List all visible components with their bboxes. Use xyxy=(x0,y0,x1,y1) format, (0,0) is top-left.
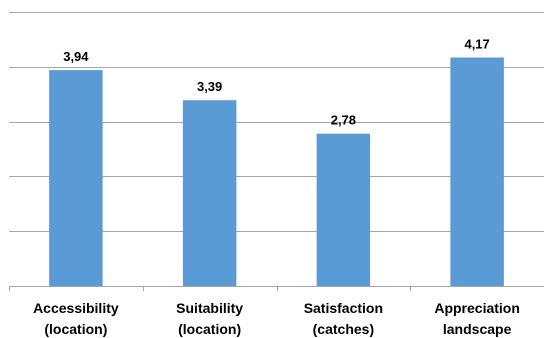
category-labels: Accessibility (location) Suitability (locat… xyxy=(33,300,520,337)
x-tick-label: landscape xyxy=(443,321,512,337)
x-tick-label: Satisfaction xyxy=(304,300,383,316)
x-tick-label: (location) xyxy=(178,321,241,337)
data-label: 3,94 xyxy=(63,49,89,64)
bar xyxy=(49,70,103,286)
x-tick-label: Accessibility xyxy=(33,300,119,316)
x-tick-label: (catches) xyxy=(313,321,374,337)
bars xyxy=(49,57,504,286)
x-tick-label: (location) xyxy=(44,321,107,337)
x-tick-label: Appreciation xyxy=(434,300,520,316)
data-label: 2,78 xyxy=(331,113,356,128)
x-tick-label: Suitability xyxy=(176,300,243,316)
bar xyxy=(182,100,237,286)
value-labels: 3,94 3,39 2,78 4,17 xyxy=(63,36,490,127)
bar xyxy=(316,133,371,286)
data-label: 3,39 xyxy=(197,79,222,94)
data-label: 4,17 xyxy=(464,36,489,51)
bar xyxy=(450,57,504,286)
